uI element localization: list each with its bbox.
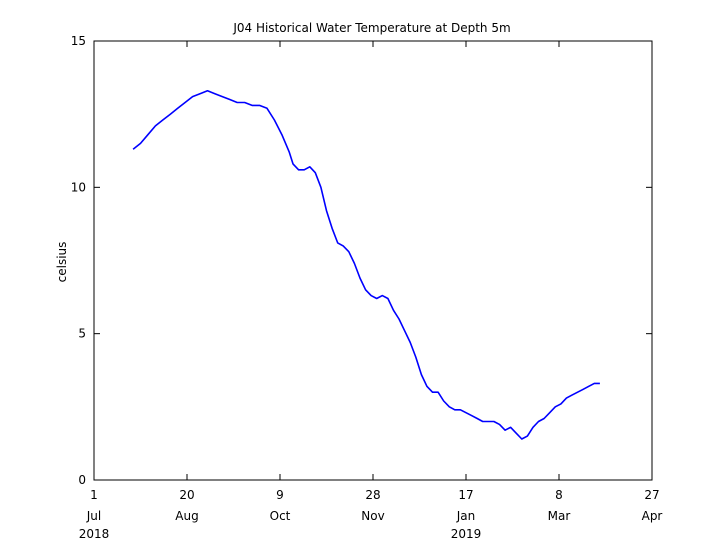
chart-title: J04 Historical Water Temperature at Dept… <box>232 21 510 35</box>
axes-frame <box>93 40 653 481</box>
y-tick-label: 0 <box>78 473 86 487</box>
x-tick-label-month: Aug <box>175 509 198 523</box>
y-tick-label: 5 <box>78 327 86 341</box>
x-tick-label-month: Apr <box>642 509 663 523</box>
y-tick-label: 15 <box>71 34 86 48</box>
x-tick-label-month: Oct <box>270 509 291 523</box>
temperature-series-line <box>132 90 600 440</box>
x-tick-label-month: Nov <box>361 509 384 523</box>
y-tick-label: 10 <box>71 180 86 194</box>
plot-area: 1 Jul 2018 20 Aug 9 Oct 28 Nov 17 Jan 2019 8 Mar 27 Apr… <box>71 34 663 540</box>
x-tick-label-day: 1 <box>90 488 98 502</box>
x-tick-label-day: 17 <box>458 488 473 502</box>
x-tick-label-day: 9 <box>276 488 284 502</box>
x-tick-label-month: Jul <box>86 509 101 523</box>
x-tick-label-year: 2019 <box>451 527 482 540</box>
x-tick-label-month: Jan <box>456 509 476 523</box>
x-tick-label-month: Mar <box>548 509 571 523</box>
y-axis-label: celsius <box>55 242 69 283</box>
x-tick-label-year: 2018 <box>79 527 110 540</box>
x-tick-label-day: 8 <box>555 488 563 502</box>
x-tick-label-day: 27 <box>644 488 659 502</box>
x-tick-label-day: 28 <box>365 488 380 502</box>
x-tick-label-day: 20 <box>179 488 194 502</box>
